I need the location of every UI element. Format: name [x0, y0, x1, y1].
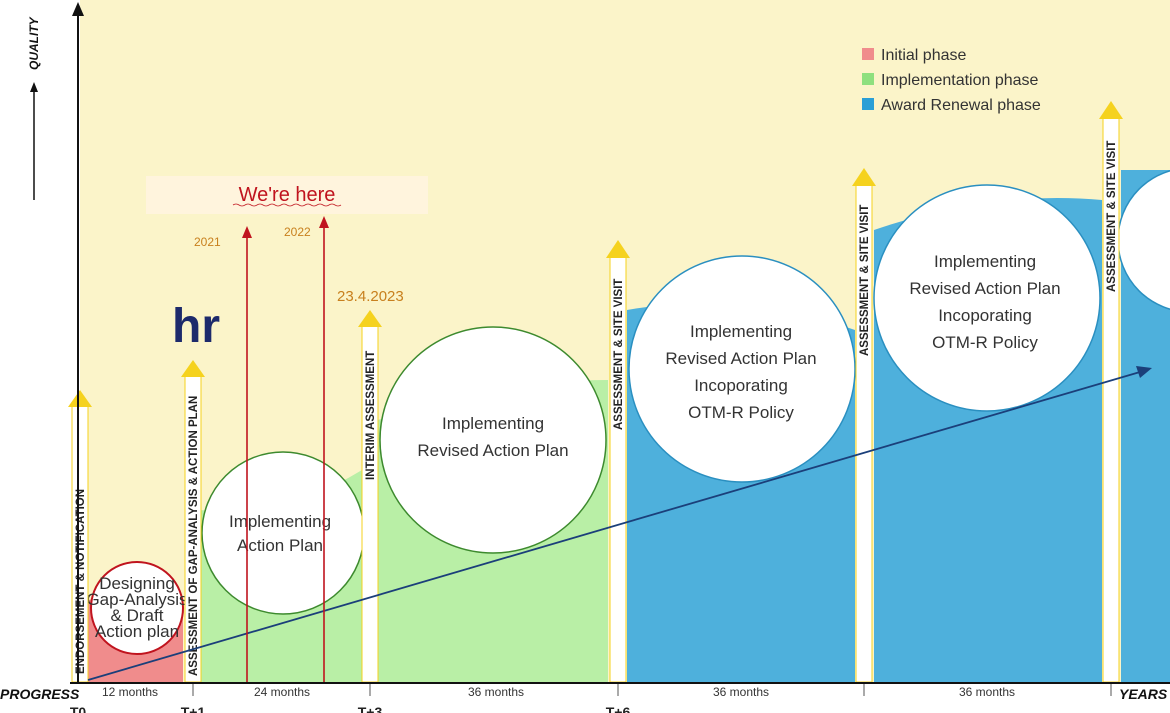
phase-text-line: Implementing	[934, 252, 1036, 271]
milestone-interim: INTERIM ASSESSMENT	[358, 310, 382, 683]
legend-label: Implementation phase	[881, 72, 1039, 89]
phase-circle-action-plan	[201, 451, 365, 615]
legend: Initial phase Implementation phase Award…	[862, 47, 1041, 114]
hr-logo: hr	[172, 300, 220, 353]
x-axis-label-left: PROGRESS	[0, 686, 80, 702]
phase-text-line: & Draft	[111, 606, 164, 625]
phase-text-action-plan: Implementing Action Plan	[229, 512, 331, 555]
phase-circle-otmr-2	[873, 184, 1101, 412]
year-2022-label: 2022	[284, 225, 311, 239]
milestone-arrow-icon	[358, 310, 382, 327]
milestone-arrow-icon	[68, 390, 92, 407]
phase-text-line: OTM-R Policy	[688, 403, 794, 422]
hr-logo-text: hr	[172, 300, 220, 353]
milestone-posts: ENDORSEMENT & NOTIFICATION ASSESSMENT OF…	[68, 101, 1123, 683]
x-axis-label-right: YEARS	[1119, 686, 1168, 702]
phase-text-line: Action Plan	[237, 536, 323, 555]
trend-arrow-icon	[1136, 366, 1152, 378]
phase-text-line: OTM-R Policy	[932, 333, 1038, 352]
milestone-arrow-icon	[1099, 101, 1123, 119]
phase-text-line: Implementing	[690, 322, 792, 341]
phase-text-otmr-2: Implementing Revised Action Plan Incoporat…	[909, 252, 1060, 352]
legend-swatch	[862, 98, 874, 110]
spellcheck-underline	[232, 203, 342, 207]
y-axis-label: QUALITY	[27, 16, 41, 70]
we-are-here-annotation: We're here 2021 2022 23.4.2023	[146, 176, 428, 682]
milestone-arrow-icon	[181, 360, 205, 377]
milestone-site-visit-1: ASSESSMENT & SITE VISIT	[606, 240, 630, 683]
phase-text-line: Incoporating	[694, 376, 788, 395]
duration-label: 36 months	[713, 685, 769, 699]
phase-text-designing: Designing Gap-Analysis & Draft Action plan	[86, 574, 187, 641]
milestone-site-visit-3: ASSESSMENT & SITE VISIT	[1099, 101, 1123, 683]
time-mark: T0	[70, 704, 87, 713]
time-mark: T+3	[358, 704, 383, 713]
durations: 12 months 24 months 36 months 36 months …	[102, 685, 1015, 699]
legend-label: Initial phase	[881, 47, 966, 64]
milestone-label-site-visit-1: ASSESSMENT & SITE VISIT	[613, 279, 625, 430]
phase-text-revised: Implementing Revised Action Plan	[417, 414, 568, 460]
milestone-site-visit-2: ASSESSMENT & SITE VISIT	[852, 168, 876, 683]
phase-text-line: Action plan	[95, 622, 179, 641]
time-mark: T+1	[181, 704, 206, 713]
date-annotation: 23.4.2023	[337, 288, 404, 305]
y-axis-arrow-icon	[72, 2, 84, 16]
phase-circle-designing	[90, 561, 184, 655]
phase-text-line: Designing	[99, 574, 175, 593]
legend-label: Award Renewal phase	[881, 97, 1041, 114]
phase-text-line: Gap-Analysis	[86, 590, 187, 609]
phase-text-line: Implementing	[229, 512, 331, 531]
time-mark: T+6	[606, 704, 631, 713]
milestone-arrow-icon	[852, 168, 876, 186]
phase-text-line: Implementing	[442, 414, 544, 433]
we-are-here-box	[146, 176, 428, 214]
marker-arrow-icon	[319, 216, 329, 228]
phase-text-otmr-1: Implementing Revised Action Plan Incoporat…	[665, 322, 816, 422]
legend-swatch	[862, 48, 874, 60]
quality-trend-line	[87, 366, 1152, 681]
milestone-label-interim: INTERIM ASSESSMENT	[365, 351, 377, 480]
milestone-label-endorsement: ENDORSEMENT & NOTIFICATION	[75, 489, 87, 674]
phase-text-line: Revised Action Plan	[909, 279, 1060, 298]
duration-label: 36 months	[468, 685, 524, 699]
milestone-label-site-visit-2: ASSESSMENT & SITE VISIT	[859, 205, 871, 356]
we-are-here-text: We're here	[239, 184, 336, 206]
quality-arrow-icon	[30, 82, 38, 92]
duration-label: 24 months	[254, 685, 310, 699]
milestone-endorsement: ENDORSEMENT & NOTIFICATION	[68, 390, 92, 683]
year-2021-label: 2021	[194, 235, 221, 249]
milestone-arrow-icon	[606, 240, 630, 258]
phase-texts: Designing Gap-Analysis & Draft Action plan …	[86, 252, 1060, 641]
marker-arrow-icon	[242, 226, 252, 238]
time-ticks	[192, 684, 1112, 696]
duration-label: 36 months	[959, 685, 1015, 699]
phase-text-line: Revised Action Plan	[665, 349, 816, 368]
phase-circle-otmr-1	[628, 255, 856, 483]
milestone-label-gap-assessment: ASSESSMENT OF GAP-ANALYSIS & ACTION PLAN	[188, 396, 200, 676]
phase-text-line: Revised Action Plan	[417, 441, 568, 460]
duration-label: 12 months	[102, 685, 158, 699]
milestone-gap-assessment: ASSESSMENT OF GAP-ANALYSIS & ACTION PLAN	[181, 360, 205, 683]
legend-swatch	[862, 73, 874, 85]
phase-text-line: Incoporating	[938, 306, 1032, 325]
milestone-label-site-visit-3: ASSESSMENT & SITE VISIT	[1106, 141, 1118, 292]
phase-circle-revised	[379, 326, 607, 554]
time-marks: T0 T+1 T+3 T+6	[70, 704, 631, 713]
